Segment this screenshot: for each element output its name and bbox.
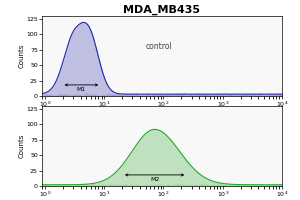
X-axis label: FL1-H: FL1-H xyxy=(152,111,172,117)
Text: M1: M1 xyxy=(77,87,86,92)
Y-axis label: Counts: Counts xyxy=(19,44,25,68)
Text: MDA_MB435: MDA_MB435 xyxy=(124,5,200,15)
Y-axis label: Counts: Counts xyxy=(19,134,25,158)
Text: M2: M2 xyxy=(150,177,159,182)
Text: control: control xyxy=(146,42,172,51)
